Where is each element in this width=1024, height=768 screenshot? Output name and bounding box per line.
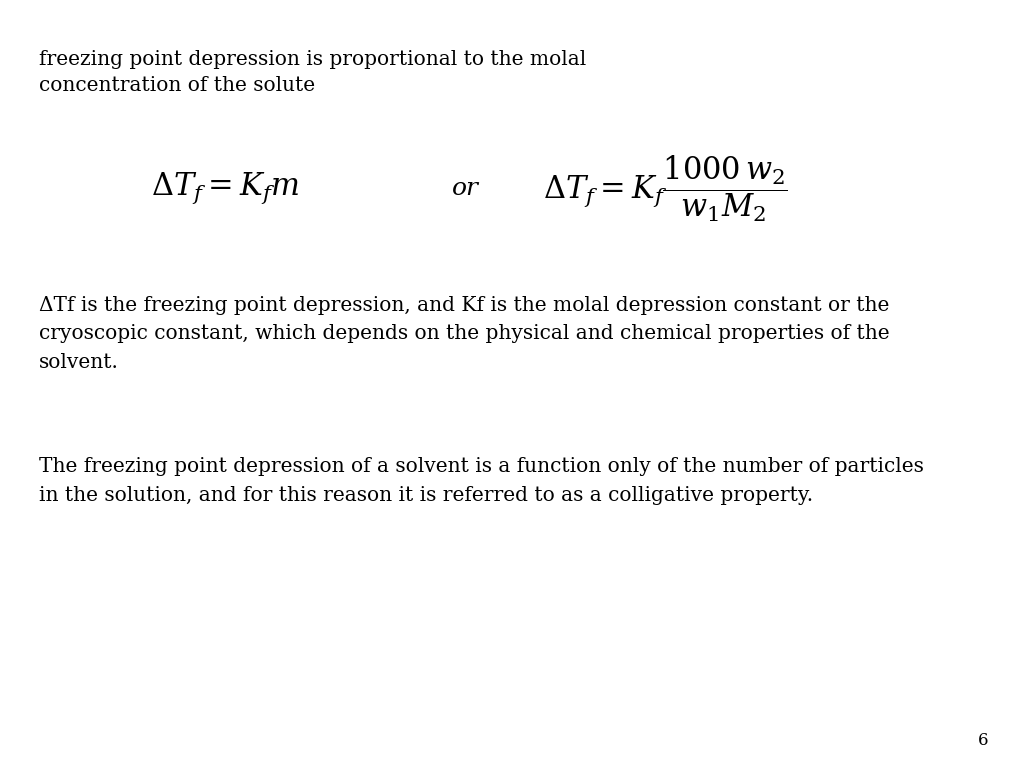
Text: The freezing point depression of a solvent is a function only of the number of p: The freezing point depression of a solve…: [39, 457, 924, 505]
Text: ΔTf is the freezing point depression, and Kf is the molal depression constant or: ΔTf is the freezing point depression, an…: [39, 296, 890, 372]
Text: freezing point depression is proportional to the molal
concentration of the solu: freezing point depression is proportiona…: [39, 50, 586, 95]
Text: 6: 6: [978, 732, 988, 749]
Text: $\Delta T_f = K_f m$: $\Delta T_f = K_f m$: [151, 170, 300, 206]
Text: or: or: [453, 177, 479, 200]
Text: $\Delta T_f = K_f \dfrac{1000\, w_2}{w_1 M_2}$: $\Delta T_f = K_f \dfrac{1000\, w_2}{w_1…: [543, 153, 788, 223]
